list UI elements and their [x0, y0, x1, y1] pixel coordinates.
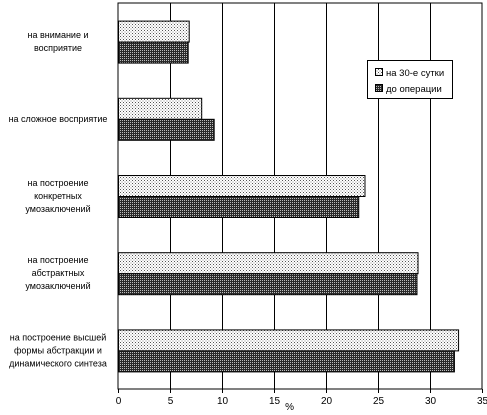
bar-series-0-cat-4: [118, 329, 460, 352]
axes: 0 5 10 15 20 25 30 35%: [116, 389, 487, 413]
bar-series-0-cat-2: [118, 175, 366, 197]
category-label: на сложное восприятие: [9, 114, 108, 124]
legend: на 30-е сутки до операции: [367, 60, 453, 99]
bar-series-0-cat-0: [118, 20, 190, 43]
category-label: умозаключений: [25, 281, 90, 291]
legend-swatch-0: [375, 68, 383, 76]
bar-series-1-cat-1: [118, 118, 215, 141]
x-tick-label: 10: [217, 396, 229, 407]
category-label: абстрактных: [32, 268, 85, 278]
bar-series-0-cat-3: [118, 252, 419, 275]
bar-series-0-cat-1: [118, 97, 203, 120]
x-tick-label: 15: [269, 396, 281, 407]
category-label: формы абстракции и: [14, 345, 102, 355]
bars: [118, 20, 460, 373]
legend-label-0: на 30-е сутки: [386, 68, 444, 79]
x-tick-label: 35: [477, 396, 487, 407]
bar-series-1-cat-4: [118, 350, 455, 373]
x-axis-label: %: [285, 402, 294, 413]
category-label: на внимание и: [28, 30, 89, 40]
category-labels: на внимание и восприятие на сложное воспри…: [9, 30, 108, 368]
x-tick-label: 30: [425, 396, 437, 407]
legend-swatch-1: [375, 84, 383, 92]
category-label: динамического синтеза: [9, 358, 107, 368]
category-label: конкретных: [34, 191, 82, 201]
bar-series-1-cat-0: [118, 41, 189, 64]
bar-series-1-cat-3: [118, 273, 418, 296]
x-tick-label: 0: [116, 396, 122, 407]
x-tick-label: 20: [321, 396, 333, 407]
legend-label-1: до операции: [386, 84, 442, 95]
category-label: восприятие: [34, 43, 82, 53]
category-label: на построение высшей: [10, 332, 107, 342]
bar-series-1-cat-2: [118, 196, 360, 218]
category-label: на построение: [28, 178, 89, 188]
category-label: на построение: [28, 255, 89, 265]
category-label: умозаключений: [25, 204, 90, 214]
legend-box: [367, 60, 453, 99]
x-tick-label: 5: [168, 396, 174, 407]
x-tick-label: 25: [373, 396, 385, 407]
